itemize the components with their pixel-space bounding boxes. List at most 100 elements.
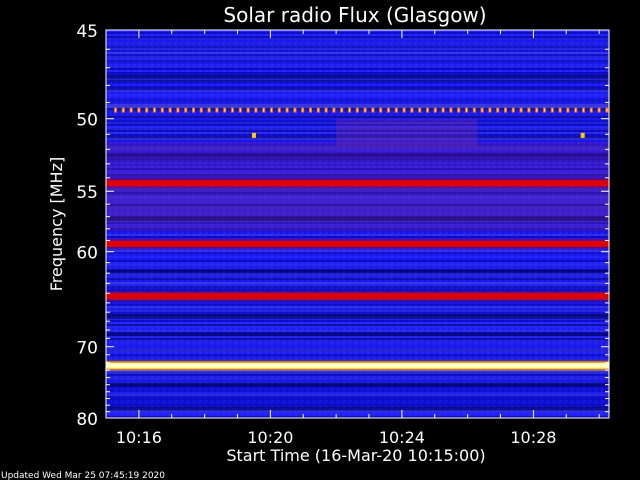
texture-row <box>106 234 609 236</box>
texture-row <box>106 390 609 392</box>
texture-row <box>106 290 609 292</box>
texture-row <box>106 174 609 176</box>
texture-row <box>106 212 609 214</box>
texture-row <box>106 416 609 418</box>
texture-row <box>106 276 609 278</box>
spike-core <box>138 108 140 112</box>
spike-core <box>551 108 553 112</box>
texture-row <box>106 72 609 74</box>
spike-core <box>395 108 397 112</box>
spike-core <box>481 108 483 112</box>
texture-row <box>106 400 609 402</box>
texture-row <box>106 98 609 100</box>
spike-core <box>559 108 561 112</box>
texture-row <box>106 70 609 72</box>
spike-core <box>122 108 124 112</box>
texture-row <box>106 398 609 400</box>
spike-core <box>403 108 405 112</box>
texture-row <box>106 216 609 218</box>
texture-row <box>106 146 609 148</box>
spike-core <box>177 108 179 112</box>
texture-row <box>106 372 609 374</box>
texture-row <box>106 206 609 208</box>
texture-row <box>106 236 609 238</box>
texture-row <box>106 118 609 120</box>
texture-row <box>106 152 609 154</box>
texture-row <box>106 112 609 114</box>
texture-row <box>106 116 609 118</box>
x-axis: 10:16 10:20 10:24 10:28 <box>105 30 600 447</box>
spike-core <box>247 108 249 112</box>
texture-row <box>106 202 609 204</box>
texture-row <box>106 210 609 212</box>
texture-row <box>106 160 609 162</box>
texture-row <box>106 410 609 412</box>
bright-spot <box>251 132 256 138</box>
spike-core <box>216 108 218 112</box>
texture-row <box>106 388 609 390</box>
spike-core <box>598 108 600 112</box>
texture-row <box>106 194 609 196</box>
texture-row <box>106 404 609 406</box>
texture-row <box>106 84 609 86</box>
spike-core <box>200 108 202 112</box>
texture-row <box>106 162 609 164</box>
texture-row <box>106 308 609 310</box>
texture-row <box>106 254 609 256</box>
texture-row <box>106 286 609 288</box>
spike-core <box>380 108 382 112</box>
texture-row <box>106 150 609 152</box>
texture-row <box>106 340 609 342</box>
spike-core <box>349 108 350 112</box>
spike-core <box>419 108 421 112</box>
texture-row <box>106 204 609 206</box>
texture-row <box>106 284 609 286</box>
y-tick-label: 50 <box>76 111 98 131</box>
texture-row <box>106 256 609 258</box>
texture-row <box>106 326 609 328</box>
texture-row <box>106 90 609 92</box>
x-tick-label: 10:20 <box>247 428 293 447</box>
texture-row <box>106 136 609 138</box>
texture-row <box>106 262 609 264</box>
x-axis-label: Start Time (16-Mar-20 10:15:00) <box>226 446 485 465</box>
texture-row <box>106 120 609 122</box>
spike-core <box>434 108 436 112</box>
texture-row <box>106 302 609 304</box>
texture-row <box>106 130 609 132</box>
texture-row <box>106 62 609 64</box>
spike-core <box>193 108 194 112</box>
dark-lane <box>106 269 609 274</box>
texture-row <box>106 304 609 306</box>
plot-frame <box>105 29 610 419</box>
texture-row <box>106 82 609 84</box>
texture-row <box>106 378 609 380</box>
spike-core <box>411 108 413 112</box>
texture-row <box>106 278 609 280</box>
texture-row <box>106 138 609 140</box>
spike-core <box>567 108 569 112</box>
texture-row <box>106 288 609 290</box>
spike-core <box>364 108 366 112</box>
texture-row <box>106 280 609 282</box>
texture-row <box>106 88 609 90</box>
spike-core <box>427 108 428 112</box>
spike-core <box>317 108 319 112</box>
texture-row <box>106 66 609 68</box>
texture-row <box>106 338 609 340</box>
texture-row <box>106 356 609 358</box>
texture-row <box>106 200 609 202</box>
spike-core <box>341 108 343 112</box>
texture-row <box>106 58 609 60</box>
texture-row <box>106 132 609 134</box>
spike-core <box>169 108 171 112</box>
texture-row <box>106 266 609 268</box>
texture-row <box>106 324 609 326</box>
spike-core <box>458 108 460 112</box>
texture-row <box>106 392 609 394</box>
texture-row <box>106 344 609 346</box>
texture-row <box>106 106 609 108</box>
texture-row <box>106 354 609 356</box>
texture-row <box>106 134 609 136</box>
